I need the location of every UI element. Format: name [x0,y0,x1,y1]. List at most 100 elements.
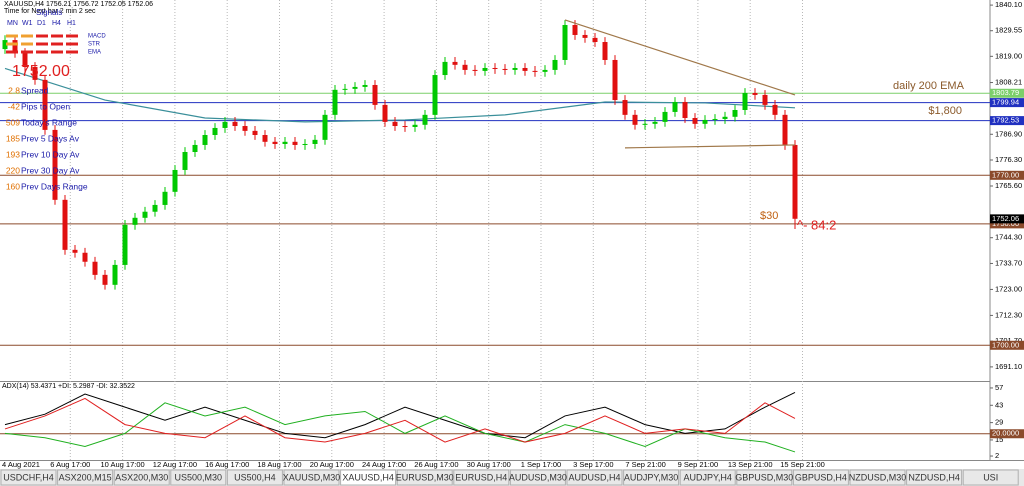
symbol-tab[interactable]: EURUSD,M30 [396,469,454,486]
candle-body [742,92,748,110]
candle-body [132,217,138,225]
candle-body [772,104,778,115]
candle-body [582,34,588,38]
candle-body [342,88,348,90]
price-level-label: 1700.00 [992,340,1019,349]
tab-background [340,469,397,486]
symbol-tab[interactable]: EURUSD,H4 [453,469,510,486]
x-tick-label: 6 Aug 17:00 [50,460,90,469]
y-tick-label: 2 [995,451,999,460]
annotation: daily 200 EMA [893,80,965,92]
candle-body [372,84,378,105]
price-level-label: 1792.53 [992,116,1019,125]
moving-average [4,67,796,123]
candle-body [22,52,28,68]
candle-body [402,126,408,128]
symbol-tab[interactable]: USDCHF,H4 [0,469,57,486]
candle-body [302,143,308,145]
candle-body [652,121,658,124]
symbol-tab[interactable]: NZDUSD,H4 [906,469,963,486]
tab-label: XAUUSD,M30 [283,472,341,482]
candle-body [282,141,288,144]
candle-body [392,121,398,127]
symbol-tab[interactable]: ASX200,M15 [57,469,114,486]
candle-body [322,114,328,140]
symbol-tab[interactable]: AUDUSD,M30 [509,469,567,486]
candle-body [442,61,448,76]
candle-body [752,92,758,95]
tab-background [566,469,623,486]
tab-background [170,469,227,486]
symbol-tab[interactable]: US500,M30 [170,469,227,486]
candle-body [2,40,8,50]
symbol-tab[interactable]: ASX200,M30 [113,469,170,486]
y-tick-label: 1786.90 [995,129,1022,138]
candle-body [502,68,508,70]
candle-body [702,119,708,124]
candle-body [692,118,698,124]
y-tick-label: 15 [995,435,1003,444]
candle-body [362,84,368,87]
candle-body [592,37,598,43]
candle-body [432,75,438,115]
candle-body [262,135,268,142]
x-tick-label: 10 Aug 17:00 [100,460,144,469]
candle-body [152,204,158,212]
candle-body [622,100,628,115]
tab-background [623,469,680,486]
symbol-tab[interactable]: AUDUSD,H4 [566,469,623,486]
candle-body [612,59,618,101]
symbol-tab[interactable]: XAUUSD,M30 [283,469,341,486]
symbol-tab[interactable]: NZDUSD,M30 [849,469,907,486]
info-label: Prev Days Range [21,181,88,191]
price-level-label: 1770.00 [992,170,1019,179]
signal-dash [66,42,78,46]
tab-label: US500,M30 [175,472,223,482]
candle-body [422,114,428,125]
x-tick-label: 30 Aug 17:00 [467,460,511,469]
symbol-tab[interactable]: GBPUSD,H4 [792,469,849,486]
y-tick-label: 1701.70 [995,336,1022,345]
tab-label: XAUUSD,H4 [342,472,394,482]
info-label: Prev 30 Day Av [21,165,80,175]
tab-background [962,469,1019,486]
candle-body [112,264,118,285]
symbol-tab[interactable]: AUDJPY,H4 [679,469,736,486]
candle-body [452,61,458,65]
tab-label: EURUSD,M30 [396,472,454,482]
signal-dash [51,50,63,54]
x-tick-label: 3 Sep 17:00 [573,460,613,469]
tab-label: NZDUSD,M30 [849,472,907,482]
signals-title: Signals [36,8,62,17]
signal-dash [36,42,48,46]
tab-background [113,469,170,486]
tab-background [792,469,849,486]
y-tick-label: 1829.55 [995,26,1022,35]
symbol-tab[interactable]: GBPUSD,M30 [735,469,793,486]
symbol-tab[interactable]: AUDJPY,M30 [623,469,680,486]
candle-body [182,152,188,170]
tab-label: GBPUSD,M30 [735,472,793,482]
symbol-tab[interactable]: XAUUSD,H4 [340,469,397,486]
adx-level-label: 20.0000 [992,429,1019,438]
symbol-tab[interactable]: US500,H4 [226,469,283,486]
tab-label: GBPUSD,H4 [795,472,847,482]
candle-body [632,114,638,125]
signal-dash [6,34,18,38]
candle-body [142,211,148,218]
signal-dash [21,42,33,46]
symbol-tab[interactable]: USI [962,469,1019,486]
y-tick-label: 1840.10 [995,0,1022,9]
last-price-box [990,214,1024,224]
candle-body [512,67,518,70]
candle-body [762,94,768,105]
signal-dash [51,42,63,46]
candle-body [732,109,738,117]
candle-body [532,70,538,72]
signal-dash [36,34,48,38]
candle-body [292,141,298,145]
signal-name: STR [88,42,101,48]
